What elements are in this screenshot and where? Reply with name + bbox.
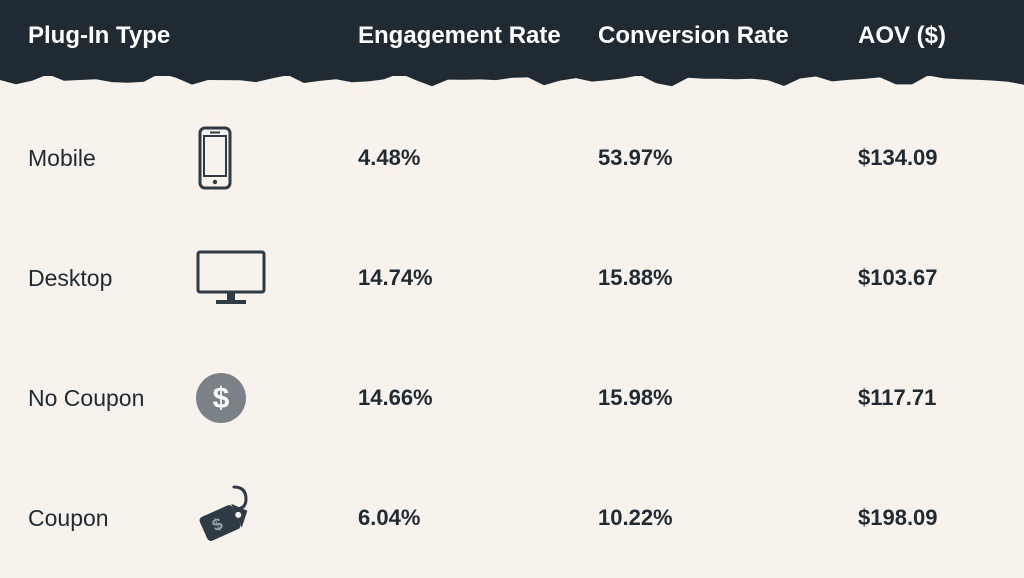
conversion-value: 10.22% [598, 505, 858, 531]
table-row: No Coupon $ 14.66% 15.98% $117.71 [28, 338, 996, 458]
conversion-value: 53.97% [598, 145, 858, 171]
engagement-value: 14.74% [358, 265, 598, 291]
table-body: Mobile 4.48% 53.97% $134.09 Desktop [0, 88, 1024, 578]
conversion-value: 15.98% [598, 385, 858, 411]
aov-value: $198.09 [858, 505, 996, 531]
row-label: Coupon [28, 505, 188, 532]
table-row: Coupon $ 6.04% 10.22% $198.09 [28, 458, 996, 578]
engagement-value: 4.48% [358, 145, 598, 171]
aov-value: $117.71 [858, 385, 996, 411]
svg-text:$: $ [213, 382, 230, 415]
row-label: No Coupon [28, 385, 188, 412]
mobile-icon [188, 126, 358, 190]
engagement-value: 6.04% [358, 505, 598, 531]
aov-value: $103.67 [858, 265, 996, 291]
desktop-icon [188, 248, 358, 308]
col-aov: AOV ($) [858, 22, 996, 50]
table-row: Desktop 14.74% 15.88% $103.67 [28, 218, 996, 338]
engagement-value: 14.66% [358, 385, 598, 411]
row-label: Desktop [28, 265, 188, 292]
aov-value: $134.09 [858, 145, 996, 171]
col-plugin-type: Plug-In Type [28, 22, 358, 50]
row-label: Mobile [28, 145, 188, 172]
torn-edge-divider [0, 74, 1024, 88]
col-conversion: Conversion Rate [598, 22, 858, 50]
col-engagement: Engagement Rate [358, 22, 598, 50]
table-row: Mobile 4.48% 53.97% $134.09 [28, 98, 996, 218]
table-header: Plug-In Type Engagement Rate Conversion … [0, 0, 1024, 76]
price-tag-icon: $ [188, 483, 358, 553]
conversion-value: 15.88% [598, 265, 858, 291]
dollar-coin-icon: $ [188, 371, 358, 425]
